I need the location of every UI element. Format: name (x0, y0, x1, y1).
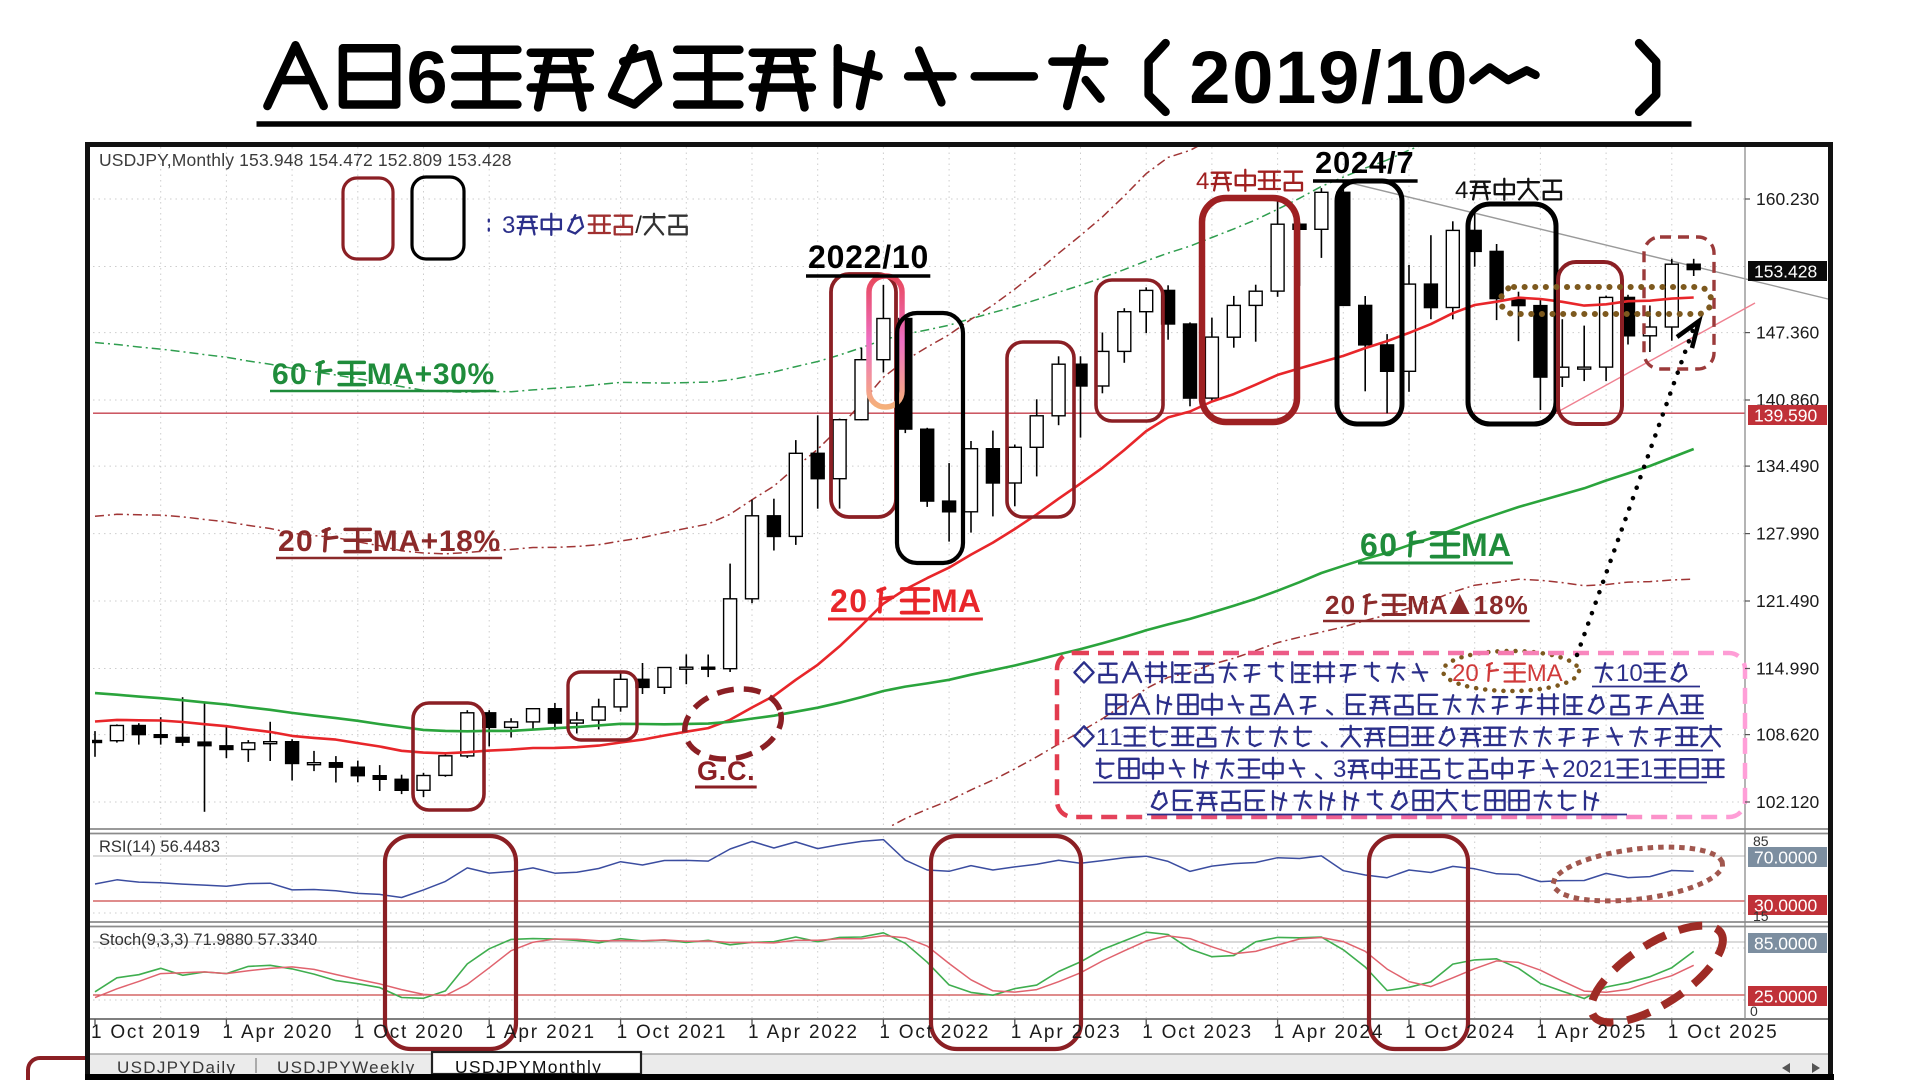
svg-text:6: 6 (407, 36, 448, 119)
svg-text:1 Oct 2022: 1 Oct 2022 (879, 1022, 988, 1043)
svg-text:60: 60 (1360, 527, 1397, 563)
svg-text:25.0000: 25.0000 (1754, 987, 1817, 1007)
svg-text:MA+30%: MA+30% (367, 358, 495, 391)
svg-text:4: 4 (1455, 177, 1468, 204)
svg-text:1 Apr 2025: 1 Apr 2025 (1536, 1022, 1645, 1043)
svg-text:MA: MA (1527, 660, 1563, 687)
svg-text:USDJPYDaily: USDJPYDaily (117, 1058, 236, 1077)
svg-text:20: 20 (278, 525, 313, 558)
svg-text:MA: MA (1407, 590, 1448, 620)
svg-text:30.0000: 30.0000 (1754, 896, 1817, 916)
svg-text:153.428: 153.428 (1754, 262, 1817, 282)
svg-text:1 Apr 2023: 1 Apr 2023 (1011, 1022, 1120, 1043)
svg-text:20: 20 (830, 583, 867, 619)
svg-text:USDJPY,Monthly 153.948 154.47: USDJPY,Monthly 153.948 154.472 152.809 1… (99, 150, 512, 170)
svg-text:Stoch(9,3,3) 71.9880 57.3340: Stoch(9,3,3) 71.9880 57.3340 (99, 931, 317, 949)
svg-text:18%: 18% (1474, 590, 1528, 620)
svg-text:147.360: 147.360 (1756, 323, 1819, 343)
svg-text:60: 60 (272, 358, 307, 391)
svg-text:1 Apr 2021: 1 Apr 2021 (485, 1022, 594, 1043)
svg-text:1 Apr 2022: 1 Apr 2022 (748, 1022, 857, 1043)
svg-text:20: 20 (1452, 660, 1479, 687)
svg-text:1: 1 (1640, 756, 1653, 783)
svg-text:121.490: 121.490 (1756, 591, 1819, 611)
svg-text:2024/7: 2024/7 (1315, 145, 1414, 180)
svg-text:85.0000: 85.0000 (1754, 934, 1817, 954)
svg-text:/: / (635, 212, 642, 239)
svg-text:1 Apr 2020: 1 Apr 2020 (222, 1022, 331, 1043)
svg-text:139.590: 139.590 (1754, 406, 1817, 426)
svg-text:MA: MA (931, 583, 981, 619)
svg-text:1 Apr 2024: 1 Apr 2024 (1274, 1022, 1383, 1043)
svg-text:MA: MA (1461, 527, 1511, 563)
svg-text:0: 0 (1750, 1003, 1758, 1019)
svg-text:11: 11 (1096, 724, 1123, 751)
svg-text:2019/10: 2019/10 (1189, 36, 1467, 119)
svg-text:1 Oct 2019: 1 Oct 2019 (91, 1022, 200, 1043)
svg-text:1 Oct 2025: 1 Oct 2025 (1668, 1022, 1777, 1043)
svg-text:4: 4 (1196, 168, 1209, 195)
svg-text:160.230: 160.230 (1756, 189, 1819, 209)
svg-text:108.620: 108.620 (1756, 725, 1819, 745)
svg-text:1 Oct 2020: 1 Oct 2020 (354, 1022, 463, 1043)
svg-text:G.C.: G.C. (697, 756, 755, 786)
svg-text:3: 3 (502, 212, 515, 239)
svg-text:2022/10: 2022/10 (808, 239, 928, 275)
svg-text:USDJPYWeekly: USDJPYWeekly (277, 1058, 415, 1077)
svg-text:20: 20 (1325, 590, 1355, 620)
svg-text:102.120: 102.120 (1756, 792, 1819, 812)
svg-text:127.990: 127.990 (1756, 524, 1819, 544)
svg-text:RSI(14) 56.4483: RSI(14) 56.4483 (99, 838, 220, 856)
svg-text:114.990: 114.990 (1756, 659, 1819, 679)
svg-text:2021: 2021 (1562, 756, 1615, 783)
svg-text:70.0000: 70.0000 (1754, 848, 1817, 868)
svg-text:MA+18%: MA+18% (373, 525, 501, 558)
svg-text:15: 15 (1753, 908, 1769, 924)
svg-text:1 Oct 2021: 1 Oct 2021 (617, 1022, 726, 1043)
svg-text:10: 10 (1616, 660, 1643, 687)
svg-text:1 Oct 2024: 1 Oct 2024 (1405, 1022, 1514, 1043)
svg-text:1 Oct 2023: 1 Oct 2023 (1142, 1022, 1251, 1043)
svg-text:134.490: 134.490 (1756, 456, 1819, 476)
svg-text:3: 3 (1333, 756, 1346, 783)
svg-text:USDJPYMonthly: USDJPYMonthly (455, 1057, 601, 1077)
svg-text:85: 85 (1753, 833, 1769, 849)
